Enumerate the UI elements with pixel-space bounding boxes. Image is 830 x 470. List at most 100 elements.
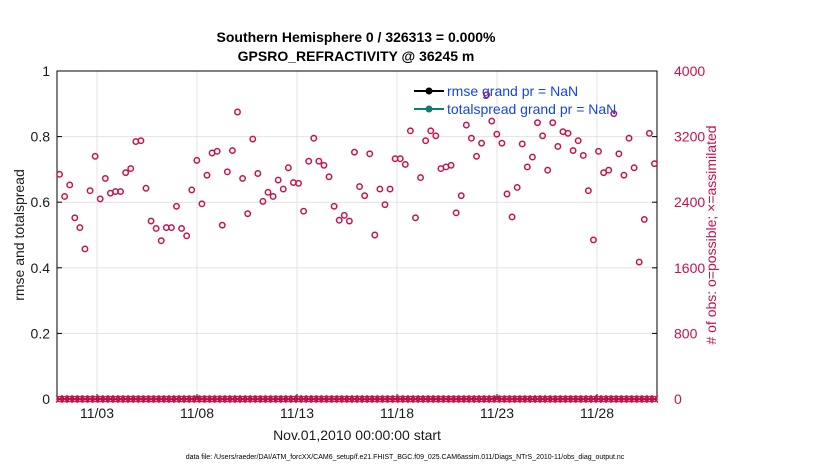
possible-obs-point	[234, 108, 241, 116]
x-tick-label: 11/18	[380, 405, 414, 421]
possible-obs-point	[386, 185, 394, 193]
possible-obs-point	[584, 187, 592, 195]
possible-obs-point	[91, 152, 99, 160]
possible-obs-point	[610, 110, 618, 118]
left-tick-label: 1	[42, 63, 50, 79]
possible-obs-point	[213, 147, 221, 155]
x-axis-label: Nov.01,2010 00:00:00 start	[273, 427, 441, 443]
chart-subtitle: GPSRO_REFRACTIVITY @ 36245 m	[238, 48, 475, 64]
possible-obs-point	[630, 164, 638, 172]
possible-obs-point	[264, 188, 272, 196]
possible-obs-point	[625, 134, 633, 142]
possible-obs-point	[539, 132, 547, 140]
gridlines	[57, 71, 657, 399]
data-file-footer: data file: /Users/raeder/DAI/ATM_forcXX/…	[186, 454, 625, 461]
x-tick-label: 11/23	[480, 405, 514, 421]
right-axis-label: # of obs: o=possible; ×=assimilated	[703, 125, 719, 344]
possible-obs-point	[254, 170, 262, 177]
possible-obs-point	[188, 186, 196, 194]
possible-obs-point	[406, 127, 414, 135]
possible-obs-point	[574, 137, 582, 145]
possible-obs-point	[330, 202, 338, 210]
x-axis: 11/03 11/08 11/13 11/18 11/23 11/28	[80, 394, 614, 421]
x-tick-label: 11/08	[180, 405, 214, 421]
possible-obs-point	[335, 216, 343, 224]
possible-obs-point	[462, 121, 470, 129]
possible-obs-point	[274, 176, 282, 184]
possible-obs-point	[249, 135, 257, 143]
legend-rmse-label: rmse grand pr = NaN	[447, 83, 578, 99]
possible-obs-point	[605, 166, 613, 174]
possible-obs-point	[518, 140, 526, 148]
right-tick-label: 1600	[674, 260, 705, 276]
possible-obs-point	[412, 214, 419, 222]
possible-obs-point	[549, 119, 557, 127]
x-tick-label: 11/28	[580, 405, 614, 421]
possible-obs-point	[534, 119, 541, 127]
possible-obs-zero-point	[651, 395, 658, 403]
possible-obs-point	[554, 142, 562, 150]
possible-obs-point	[432, 132, 440, 140]
possible-obs-point	[157, 237, 165, 245]
possible-obs-point	[173, 202, 180, 210]
right-axis: 0 800 1600 2400 3200 4000	[652, 63, 705, 407]
possible-obs-point	[356, 183, 363, 191]
left-tick-label: 0.8	[31, 129, 51, 145]
possible-obs-point	[71, 214, 79, 222]
possible-obs-point	[351, 148, 358, 156]
possible-obs-point	[523, 163, 531, 171]
possible-obs-point	[503, 190, 511, 198]
possible-obs-point	[493, 130, 501, 138]
possible-obs-point	[615, 150, 623, 158]
possible-obs-point	[183, 232, 191, 240]
assimilated-markers	[55, 395, 659, 403]
x-tick-label: 11/03	[80, 405, 114, 421]
possible-obs-point	[483, 91, 491, 99]
possible-obs-point	[137, 137, 145, 145]
possible-obs-point	[61, 193, 69, 200]
possible-obs-point	[320, 161, 328, 169]
possible-obs-point	[315, 157, 323, 165]
possible-obs-point	[508, 213, 516, 221]
possible-obs-point	[193, 156, 201, 164]
possible-obs-point	[427, 127, 435, 135]
possible-obs-point	[152, 224, 160, 232]
possible-obs-point	[473, 152, 480, 160]
possible-obs-point	[340, 211, 348, 219]
possible-obs-point	[198, 200, 206, 208]
possible-obs-point	[422, 137, 430, 145]
possible-obs-point	[376, 185, 384, 193]
left-tick-label: 0.4	[31, 260, 51, 276]
possible-obs-point	[81, 245, 89, 253]
possible-obs-point	[651, 160, 658, 168]
possible-markers	[56, 91, 658, 266]
possible-obs-point	[396, 155, 404, 163]
possible-obs-point	[203, 171, 211, 179]
possible-obs-point	[417, 174, 425, 182]
possible-obs-point	[300, 207, 308, 215]
possible-obs-point	[564, 129, 572, 137]
possible-obs-point	[178, 224, 186, 232]
plot-area	[56, 70, 658, 400]
possible-obs-point	[147, 217, 155, 225]
possible-obs-point	[244, 210, 252, 218]
possible-obs-point	[305, 157, 313, 165]
possible-obs-point	[223, 168, 231, 176]
left-tick-label: 0.6	[31, 194, 51, 210]
possible-obs-point	[645, 129, 653, 137]
possible-obs-point	[447, 161, 455, 169]
possible-obs-point	[498, 139, 506, 147]
chart-title: Southern Hemisphere 0 / 326313 = 0.000%	[217, 29, 497, 45]
possible-obs-point	[228, 147, 236, 154]
possible-obs-point	[269, 193, 277, 200]
left-tick-label: 0.2	[31, 325, 51, 341]
possible-obs-point	[56, 170, 63, 178]
possible-obs-point	[381, 201, 389, 209]
possible-obs-point	[640, 215, 648, 223]
legend: rmse grand pr = NaN totalspread grand pr…	[414, 83, 616, 117]
possible-obs-point	[76, 224, 84, 232]
possible-obs-point	[96, 195, 104, 203]
possible-obs-point	[457, 192, 465, 200]
possible-obs-point	[361, 192, 369, 200]
possible-obs-point	[279, 185, 287, 193]
